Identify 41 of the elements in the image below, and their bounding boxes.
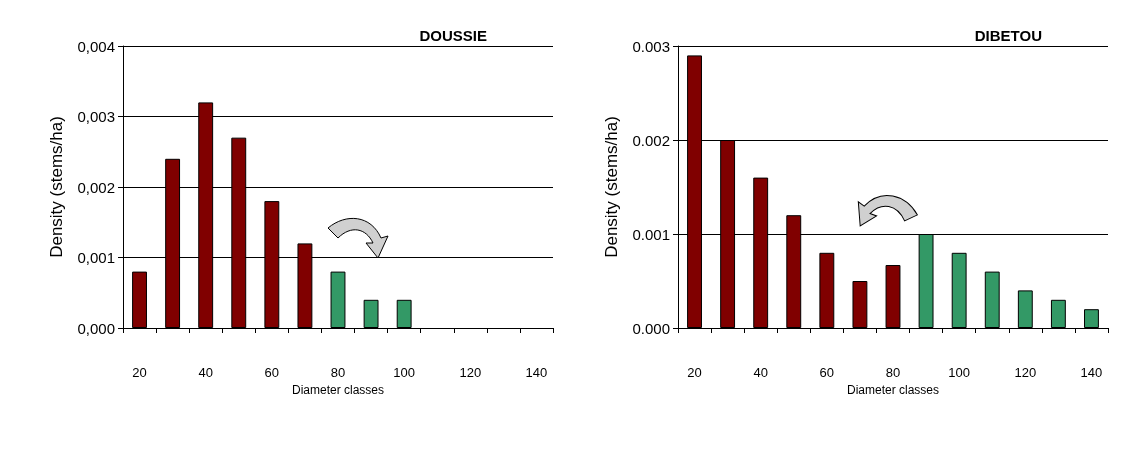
x-axis-title: Diameter classes [291,382,385,397]
y-tick-label: 0,000 [77,319,115,337]
bar [396,299,412,328]
x-tick-label: 20 [687,365,702,380]
chart-title: DIBETOU [974,27,1043,44]
y-axis-title: Density (stems/ha) [47,116,66,258]
x-tick-label: 80 [330,365,346,380]
bar [984,271,1000,328]
y-tick-label: 0,003 [77,108,115,125]
bar [1050,299,1066,328]
x-tick-label: 140 [1080,365,1103,380]
x-tick-label: 60 [819,365,835,380]
x-tick-label: 20 [132,365,147,380]
chart-title: DOUSSIE [419,27,487,44]
y-tick-label: 0,004 [77,37,115,55]
x-tick-label: 60 [264,365,280,380]
y-axis-title: Density (stems/ha) [602,116,621,258]
bar [330,271,346,328]
y-tick-label: 0,002 [77,178,115,196]
bar [819,252,835,328]
x-tick-label: 140 [525,365,548,380]
x-axis-title: Diameter classes [846,382,940,397]
bar [132,271,147,328]
x-tick-label: 100 [948,365,971,380]
bar [852,281,868,328]
y-tick-label: 0.003 [632,37,670,55]
x-tick-label: 80 [885,365,901,380]
y-tick-label: 0.000 [632,319,670,337]
x-tick-label: 120 [1014,365,1037,380]
bar [363,299,379,328]
bar [1084,309,1099,328]
x-tick-label: 40 [753,365,768,380]
bar [951,252,967,328]
y-tick-label: 0.001 [632,225,670,243]
bar [1017,290,1033,328]
bar [885,265,901,328]
y-tick-label: 0,001 [77,249,115,266]
x-tick-label: 100 [393,365,416,380]
y-tick-label: 0.002 [632,131,670,149]
x-tick-label: 120 [459,365,482,380]
x-tick-label: 40 [198,365,213,380]
